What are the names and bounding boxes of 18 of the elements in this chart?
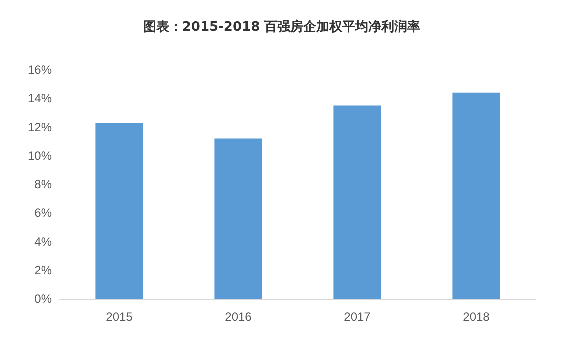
bar bbox=[96, 122, 144, 299]
y-tick-label: 4% bbox=[34, 234, 52, 249]
bar bbox=[334, 106, 382, 299]
y-tick-label: 12% bbox=[28, 120, 52, 134]
y-tick-label: 6% bbox=[34, 206, 52, 220]
y-tick-label: 14% bbox=[28, 92, 52, 106]
x-tick-label: 2017 bbox=[344, 310, 372, 324]
bar bbox=[214, 138, 262, 299]
x-tick-label: 2015 bbox=[106, 310, 134, 324]
y-tick-label: 2% bbox=[34, 263, 52, 278]
y-tick-label: 16% bbox=[28, 63, 52, 77]
x-tick-label: 2016 bbox=[225, 310, 252, 324]
chart-title: 图表：2015-2018 百强房企加权平均净利润率 bbox=[143, 19, 421, 35]
y-tick-label: 0% bbox=[34, 292, 52, 306]
y-tick-label: 10% bbox=[28, 148, 52, 163]
bar bbox=[452, 92, 500, 299]
x-tick-label: 2018 bbox=[463, 310, 490, 324]
y-tick-label: 8% bbox=[34, 178, 52, 192]
